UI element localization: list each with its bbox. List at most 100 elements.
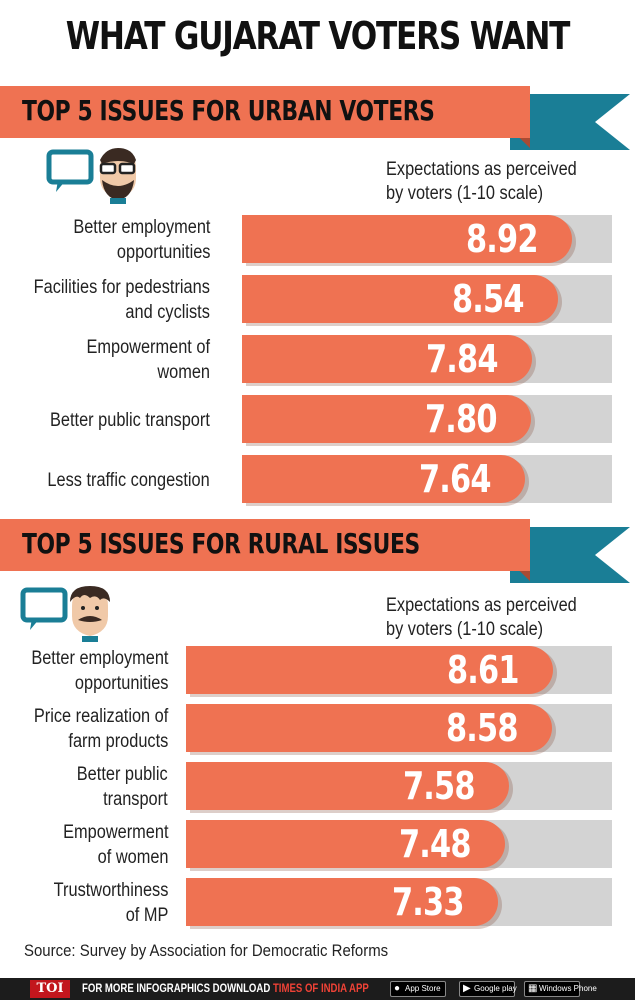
- banner-bar: [0, 519, 530, 571]
- urban-category-label: Empowerment of women: [0, 335, 210, 385]
- rural-voter-speech-icon: [20, 586, 110, 642]
- google-play-badge[interactable]: ▶ Google play: [459, 981, 517, 997]
- urban-bar-value-label: 7.80: [425, 397, 498, 441]
- urban-banner-graphic: [0, 86, 630, 150]
- rural-bar-value-label: 8.58: [446, 706, 519, 750]
- urban-bar-track: 7.80: [242, 395, 612, 443]
- urban-category-label-line: Less traffic congestion: [47, 469, 210, 491]
- rural-caption-line-1: Expectations as perceived: [386, 595, 577, 616]
- rural-bar-row: Price realization of farm products 8.58: [0, 704, 635, 754]
- rural-category-label: Better public transport: [0, 762, 168, 812]
- rural-category-label-line: Price realization of: [33, 706, 168, 727]
- urban-bar-row: Less traffic congestion 7.64: [0, 455, 635, 505]
- urban-category-label-text: Better employment opportunities: [73, 215, 210, 265]
- banner-bar: [0, 86, 530, 138]
- rural-category-label-line: opportunities: [74, 673, 168, 694]
- rural-bar-value-label: 7.33: [392, 880, 465, 924]
- rural-bar: 7.48: [186, 820, 505, 868]
- rural-bar: 7.58: [186, 762, 509, 810]
- rural-category-label-text: Trustworthiness of MP: [53, 878, 168, 928]
- urban-category-label-line: and cyclists: [125, 302, 210, 323]
- rural-category-label-line: Better employment: [30, 648, 168, 669]
- rural-category-label-line: Better public: [77, 764, 168, 785]
- urban-caption-line-2: by voters (1-10 scale): [386, 183, 544, 204]
- google-play-label: Google play: [474, 984, 517, 993]
- urban-bar-chart: Better employment opportunities 8.92 Facili…: [0, 215, 635, 505]
- rural-bar: 7.33: [186, 878, 498, 926]
- rural-category-label-text: Better employment opportunities: [31, 646, 168, 696]
- urban-category-label-line: Facilities for pedestrians: [33, 277, 210, 298]
- urban-category-label-text: Empowerment of women: [29, 335, 210, 385]
- urban-bar-track: 8.54: [242, 275, 612, 323]
- windows-phone-label: Windows Phone: [539, 984, 597, 993]
- rural-caption: Expectations as perceived by voters (1-1…: [386, 594, 577, 642]
- urban-bar-track: 7.84: [242, 335, 612, 383]
- urban-bar: 7.64: [242, 455, 525, 503]
- urban-category-label-line: Better employment: [72, 217, 210, 238]
- rural-bar: 8.58: [186, 704, 552, 752]
- rural-caption-line-2: by voters (1-10 scale): [386, 619, 544, 640]
- urban-bar: 7.84: [242, 335, 532, 383]
- urban-bar-row: Better public transport 7.80: [0, 395, 635, 445]
- windows-icon: ▦: [528, 983, 538, 994]
- urban-bar: 7.80: [242, 395, 531, 443]
- urban-bar: 8.92: [242, 215, 572, 263]
- rural-category-label-line: Empowerment: [62, 822, 168, 843]
- rural-category-label-line: farm products: [68, 731, 168, 752]
- urban-bar-row: Facilities for pedestrians and cyclists 8.…: [0, 275, 635, 325]
- source-note: Source: Survey by Association for Democr…: [24, 941, 389, 960]
- urban-category-label-text: Less traffic congestion: [48, 468, 210, 493]
- rural-bar-value-label: 7.58: [403, 764, 476, 808]
- urban-category-label: Less traffic congestion: [0, 455, 210, 505]
- urban-category-label-text: Better public transport: [50, 408, 210, 433]
- urban-bar-value-label: 8.92: [466, 217, 539, 261]
- urban-caption-line-1: Expectations as perceived: [386, 159, 577, 180]
- footer-text-prefix: FOR MORE INFOGRAPHICS DOWNLOAD: [82, 981, 273, 995]
- rural-category-label-line: of women: [97, 847, 168, 868]
- rural-category-label: Price realization of farm products: [0, 704, 168, 754]
- rural-bar-row: Trustworthiness of MP 7.33: [0, 878, 635, 928]
- apple-icon: ●: [394, 983, 401, 994]
- urban-category-label-text: Facilities for pedestrians and cyclists: [34, 275, 210, 325]
- urban-category-label: Facilities for pedestrians and cyclists: [0, 275, 210, 325]
- rural-banner: TOP 5 ISSUES FOR RURAL ISSUES: [0, 519, 635, 589]
- rural-category-label-text: Better public transport: [77, 762, 168, 812]
- urban-bar-row: Better employment opportunities 8.92: [0, 215, 635, 265]
- footer-text-brand[interactable]: TIMES OF INDIA APP: [272, 981, 369, 995]
- urban-bar-row: Empowerment of women 7.84: [0, 335, 635, 385]
- app-store-badge[interactable]: ● App Store: [390, 981, 446, 997]
- urban-bar-value-label: 7.84: [426, 337, 499, 381]
- windows-phone-badge[interactable]: ▦ Windows Phone: [524, 981, 597, 997]
- urban-voter-speech-icon: [46, 148, 136, 204]
- urban-bar-track: 7.64: [242, 455, 612, 503]
- google-play-icon: ▶: [463, 983, 471, 994]
- toi-logo[interactable]: TOI: [30, 980, 70, 998]
- rural-category-label: Trustworthiness of MP: [0, 878, 168, 928]
- urban-heading: TOP 5 ISSUES FOR URBAN VOTERS: [22, 94, 435, 127]
- urban-banner: TOP 5 ISSUES FOR URBAN VOTERS: [0, 86, 635, 156]
- urban-bar: 8.54: [242, 275, 558, 323]
- page-title: WHAT GUJARAT VOTERS WANT: [65, 14, 571, 58]
- rural-bar-row: Empowerment of women 7.48: [0, 820, 635, 870]
- banner-ribbon-tail: [510, 527, 630, 583]
- urban-bar-value-label: 7.64: [419, 457, 492, 501]
- rural-bar-row: Better public transport 7.58: [0, 762, 635, 812]
- rural-category-label-line: of MP: [125, 905, 168, 926]
- urban-category-label-line: Empowerment of women: [86, 337, 210, 383]
- urban-category-label-line: Better public transport: [50, 409, 210, 431]
- rural-bar-track: 7.48: [186, 820, 612, 868]
- rural-banner-graphic: [0, 519, 630, 583]
- urban-category-label-line: opportunities: [116, 242, 210, 263]
- rural-category-label-line: transport: [103, 789, 168, 810]
- rural-bar-row: Better employment opportunities 8.61: [0, 646, 635, 696]
- rural-bar-value-label: 7.48: [399, 822, 472, 866]
- app-store-label: App Store: [405, 984, 441, 993]
- rural-bar-track: 7.33: [186, 878, 612, 926]
- footer-promo-text: FOR MORE INFOGRAPHICS DOWNLOAD TIMES OF …: [82, 981, 369, 995]
- rural-category-label: Empowerment of women: [0, 820, 168, 870]
- footer-strip: TOI FOR MORE INFOGRAPHICS DOWNLOAD TIMES…: [0, 978, 635, 1000]
- urban-caption: Expectations as perceived by voters (1-1…: [386, 158, 577, 206]
- urban-category-label: Better employment opportunities: [0, 215, 210, 265]
- rural-bar-value-label: 8.61: [447, 648, 520, 692]
- rural-category-label-text: Empowerment of women: [63, 820, 168, 870]
